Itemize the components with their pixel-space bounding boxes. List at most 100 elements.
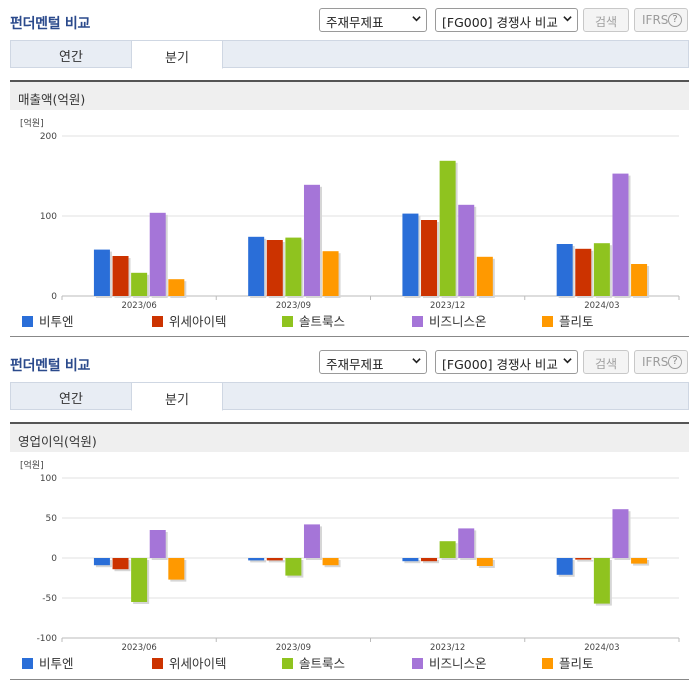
x-tick-label: 2023/12 bbox=[430, 301, 465, 311]
bar bbox=[402, 558, 419, 562]
y-tick-label: 100 bbox=[40, 474, 57, 484]
search-button[interactable]: 검색 bbox=[583, 350, 629, 374]
ifrs-label: IFRS bbox=[642, 13, 669, 27]
period-tabs: 연간 분기 bbox=[10, 382, 689, 411]
section-header: 펀더멘털 비교 주재무제표 [FG000] 경쟁사 비교 검색 IFRS ? bbox=[0, 342, 696, 382]
statement-select[interactable]: 주재무제표 bbox=[319, 8, 427, 32]
metric-title: 영업이익(억원) bbox=[10, 422, 689, 452]
legend-swatch bbox=[542, 316, 553, 327]
bar bbox=[593, 243, 610, 296]
y-tick-label: 100 bbox=[40, 212, 57, 222]
legend-item[interactable]: 비즈니스온 bbox=[412, 653, 487, 672]
legend-item[interactable]: 비투엔 bbox=[22, 653, 74, 672]
bar bbox=[439, 160, 456, 296]
chevron-down-icon bbox=[412, 16, 421, 22]
bar-shadow bbox=[250, 560, 267, 563]
legend-swatch bbox=[282, 658, 293, 669]
legend-label: 위세아이텍 bbox=[169, 314, 227, 329]
section-title: 펀더멘털 비교 bbox=[10, 16, 91, 32]
sales-chart: [억원] 0 100 200 2023/06 2023/09 2023/12 2024/03 bbox=[10, 112, 689, 336]
legend-label: 플리토 bbox=[559, 656, 594, 671]
x-tick-label: 2023/09 bbox=[276, 301, 311, 311]
tab-annual[interactable]: 연간 bbox=[59, 50, 83, 65]
bar bbox=[476, 256, 493, 296]
sales-chart-svg: [억원] 0 100 200 2023/06 2023/09 2023/12 2024/03 bbox=[20, 117, 680, 311]
bar bbox=[303, 184, 320, 296]
compare-select-value: [FG000] 경쟁사 비교 bbox=[442, 357, 558, 372]
ifrs-label: IFRS bbox=[642, 355, 669, 369]
bar-shadow bbox=[577, 560, 594, 562]
ifrs-button[interactable]: IFRS ? bbox=[634, 350, 688, 374]
legend-item[interactable]: 비투엔 bbox=[22, 311, 74, 330]
y-tick-label: -50 bbox=[42, 594, 57, 604]
ifrs-button[interactable]: IFRS ? bbox=[634, 8, 688, 32]
fundamental-compare-operating-profit: 펀더멘털 비교 주재무제표 [FG000] 경쟁사 비교 검색 IFRS ? 연… bbox=[0, 342, 696, 684]
operating-profit-chart: [억원] -100 -50 0 50 100 2023/06 2023/09 2023/12 20… bbox=[10, 454, 689, 678]
help-icon: ? bbox=[668, 355, 682, 369]
legend-item[interactable]: 비즈니스온 bbox=[412, 311, 487, 330]
unit-label: [억원] bbox=[20, 117, 44, 129]
legend-item[interactable]: 플리토 bbox=[542, 653, 594, 672]
bar bbox=[168, 558, 185, 580]
y-tick-label: 0 bbox=[51, 292, 57, 302]
bar bbox=[168, 279, 185, 296]
legend-item[interactable]: 위세아이텍 bbox=[152, 311, 227, 330]
bar bbox=[322, 558, 339, 566]
compare-select[interactable]: [FG000] 경쟁사 비교 bbox=[435, 350, 578, 374]
bar-shadow bbox=[404, 560, 421, 564]
legend-label: 비즈니스온 bbox=[429, 314, 487, 329]
bar bbox=[131, 558, 148, 602]
help-icon: ? bbox=[668, 13, 682, 27]
bar bbox=[303, 524, 320, 558]
section-divider bbox=[10, 336, 689, 337]
x-tick-label: 2023/12 bbox=[430, 643, 465, 653]
statement-select-value: 주재무제표 bbox=[326, 357, 384, 372]
x-tick-label: 2023/06 bbox=[121, 301, 156, 311]
legend-swatch bbox=[22, 658, 33, 669]
compare-select[interactable]: [FG000] 경쟁사 비교 bbox=[435, 8, 578, 32]
bar-shadow bbox=[268, 560, 285, 563]
fundamental-compare-sales: 펀더멘털 비교 주재무제표 [FG000] 경쟁사 비교 검색 IFRS ? 연… bbox=[0, 0, 696, 337]
metric-title: 매출액(억원) bbox=[10, 80, 689, 110]
bar bbox=[93, 249, 110, 296]
tab-annual[interactable]: 연간 bbox=[59, 392, 83, 407]
bar bbox=[631, 264, 648, 296]
legend-swatch bbox=[412, 658, 423, 669]
period-tabs: 연간 분기 bbox=[10, 40, 689, 69]
x-tick-label: 2024/03 bbox=[584, 643, 619, 653]
tab-quarterly[interactable]: 분기 bbox=[131, 382, 223, 411]
bar bbox=[556, 244, 573, 296]
bar bbox=[612, 173, 629, 296]
legend-label: 솔트룩스 bbox=[299, 314, 346, 329]
chart-legend: 비투엔 위세아이텍 솔트룩스 비즈니스온 플리토 bbox=[22, 311, 672, 329]
search-button[interactable]: 검색 bbox=[583, 8, 629, 32]
bar bbox=[612, 509, 629, 558]
bar bbox=[131, 272, 148, 296]
legend-swatch bbox=[152, 316, 163, 327]
bar bbox=[421, 558, 438, 562]
section-title: 펀더멘털 비교 bbox=[10, 358, 91, 374]
legend-label: 비즈니스온 bbox=[429, 656, 487, 671]
chart-legend: 비투엔 위세아이텍 솔트룩스 비즈니스온 플리토 bbox=[22, 653, 672, 671]
x-tick-label: 2024/03 bbox=[584, 301, 619, 311]
statement-select[interactable]: 주재무제표 bbox=[319, 350, 427, 374]
y-tick-label: 50 bbox=[46, 514, 58, 524]
legend-swatch bbox=[152, 658, 163, 669]
legend-swatch bbox=[282, 316, 293, 327]
legend-item[interactable]: 플리토 bbox=[542, 311, 594, 330]
bar bbox=[93, 558, 110, 566]
bar bbox=[458, 528, 475, 558]
statement-select-value: 주재무제표 bbox=[326, 15, 384, 30]
operating-profit-chart-svg: [억원] -100 -50 0 50 100 2023/06 2023/09 2023/12 20… bbox=[20, 459, 680, 653]
legend-item[interactable]: 솔트룩스 bbox=[282, 311, 345, 330]
bar bbox=[285, 237, 302, 296]
bar bbox=[112, 558, 129, 570]
tab-quarterly[interactable]: 분기 bbox=[131, 40, 223, 69]
y-tick-label: -100 bbox=[37, 634, 58, 644]
bar bbox=[266, 240, 283, 296]
section-header: 펀더멘털 비교 주재무제표 [FG000] 경쟁사 비교 검색 IFRS ? bbox=[0, 0, 696, 40]
legend-item[interactable]: 위세아이텍 bbox=[152, 653, 227, 672]
legend-item[interactable]: 솔트룩스 bbox=[282, 653, 345, 672]
x-tick-label: 2023/09 bbox=[276, 643, 311, 653]
bar bbox=[285, 558, 302, 576]
